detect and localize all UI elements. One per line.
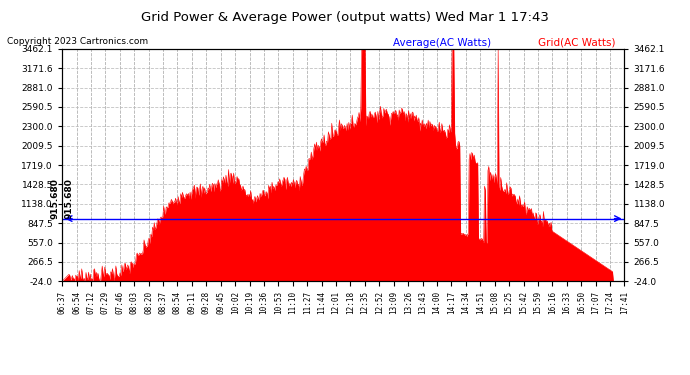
Text: Grid Power & Average Power (output watts) Wed Mar 1 17:43: Grid Power & Average Power (output watts… bbox=[141, 11, 549, 24]
Text: Copyright 2023 Cartronics.com: Copyright 2023 Cartronics.com bbox=[7, 38, 148, 46]
Text: Grid(AC Watts): Grid(AC Watts) bbox=[538, 38, 615, 48]
Text: Average(AC Watts): Average(AC Watts) bbox=[393, 38, 491, 48]
Text: 915.680: 915.680 bbox=[65, 178, 74, 219]
Text: 915.680: 915.680 bbox=[50, 178, 59, 219]
